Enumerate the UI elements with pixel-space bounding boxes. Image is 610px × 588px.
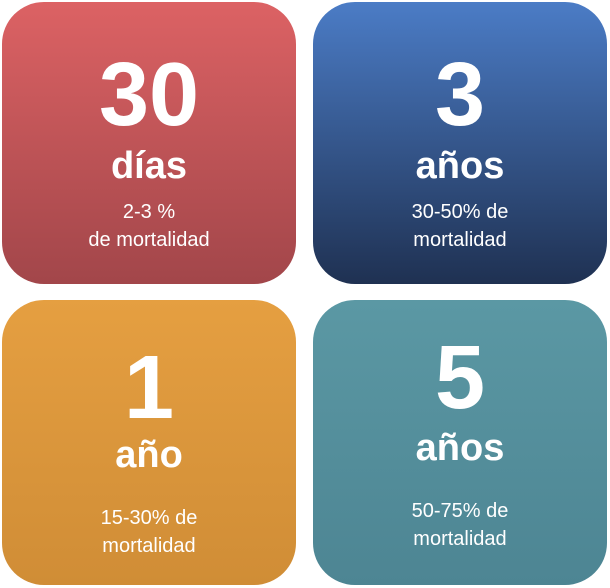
card-number: 5 — [434, 328, 486, 428]
card-desc-line2: mortalidad — [413, 528, 507, 550]
card-unit: años — [415, 145, 505, 187]
card-1-ano: 1 año 15-30% de mortalidad — [2, 300, 296, 585]
card-desc-line1: 30-50% de — [411, 201, 509, 223]
card-unit: años — [415, 427, 505, 469]
card-number: 3 — [434, 45, 486, 145]
card-number: 30 — [98, 45, 200, 145]
card-unit: días — [110, 145, 188, 187]
card-5-anos: 5 años 50-75% de mortalidad — [313, 300, 607, 585]
card-desc-line2: de mortalidad — [88, 229, 210, 251]
card-desc-line1: 15-30% de — [100, 507, 198, 529]
card-desc-line2: mortalidad — [413, 229, 507, 251]
card-30-dias: 30 días 2-3 % de mortalidad — [2, 2, 296, 284]
card-desc-line2: mortalidad — [102, 535, 196, 557]
card-desc-line1: 50-75% de — [411, 500, 509, 522]
card-desc-line1: 2-3 % — [122, 201, 176, 223]
card-3-anos: 3 años 30-50% de mortalidad — [313, 2, 607, 284]
card-unit: año — [115, 434, 183, 476]
card-number: 1 — [123, 338, 175, 438]
